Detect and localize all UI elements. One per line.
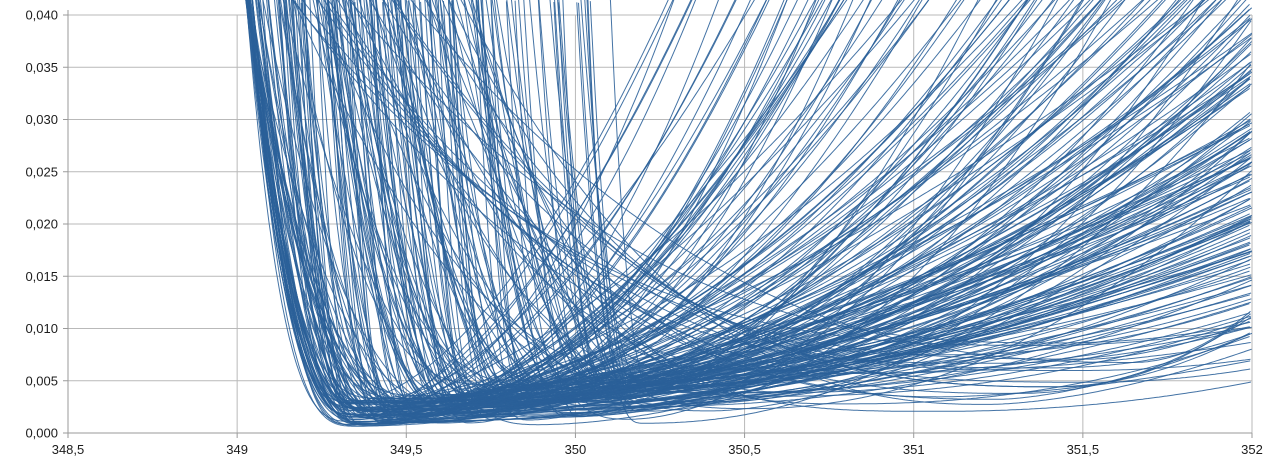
y-tick-label: 0,030 xyxy=(25,112,58,127)
data-curve xyxy=(426,0,1252,410)
data-curve xyxy=(510,0,1252,407)
data-curve xyxy=(373,0,1071,415)
data-curve xyxy=(587,0,1251,388)
data-curve xyxy=(375,0,1102,413)
data-curve xyxy=(290,0,1028,409)
x-tick-label: 351 xyxy=(903,442,925,457)
x-tick-label: 350,5 xyxy=(728,442,761,457)
data-curve xyxy=(369,0,1250,406)
data-curve xyxy=(399,0,1252,389)
data-curve xyxy=(303,0,1251,404)
x-axis-labels: 348,5 349 349,5 350 350,5 351 351,5 352 xyxy=(52,442,1263,457)
x-tick-label: 349,5 xyxy=(390,442,423,457)
data-curve xyxy=(327,0,1252,396)
data-curve xyxy=(330,0,1251,404)
data-curve xyxy=(274,0,697,399)
data-curve xyxy=(259,0,1252,418)
data-curve xyxy=(448,0,1250,356)
data-curve xyxy=(348,0,848,411)
data-curve xyxy=(266,0,1250,424)
data-curve xyxy=(348,0,1251,344)
axis-tick-marks xyxy=(63,14,1253,438)
data-curve xyxy=(245,0,1251,404)
y-tick-label: 0,020 xyxy=(25,217,58,232)
data-curve xyxy=(251,0,1252,427)
x-tick-label: 350 xyxy=(565,442,587,457)
data-curve xyxy=(338,0,1252,406)
data-curve xyxy=(505,0,1247,417)
data-curve xyxy=(245,0,1251,397)
data-curve xyxy=(365,0,1251,406)
data-curve xyxy=(514,0,1250,385)
data-curve xyxy=(496,0,1252,383)
x-tick-label: 352 xyxy=(1241,442,1263,457)
data-curve xyxy=(245,0,998,422)
y-axis-labels: 0,000 0,005 0,010 0,015 0,020 0,025 0,030 0,035… xyxy=(25,8,58,441)
data-curve xyxy=(358,0,1252,403)
data-curve xyxy=(248,0,1192,410)
data-curve xyxy=(439,0,1252,397)
data-curve xyxy=(247,0,1252,420)
data-curve xyxy=(370,0,820,401)
data-curve xyxy=(336,0,1251,364)
data-curve xyxy=(429,0,841,417)
data-curve xyxy=(278,0,1252,402)
y-tick-label: 0,005 xyxy=(25,373,58,388)
y-tick-label: 0,015 xyxy=(25,269,58,284)
data-curve xyxy=(303,0,845,417)
data-curve xyxy=(387,0,1252,412)
data-curve xyxy=(425,0,1252,369)
data-curve xyxy=(463,0,1251,394)
data-curve xyxy=(249,0,981,427)
data-curve xyxy=(463,0,1252,393)
data-curve xyxy=(448,1,1252,415)
data-curve xyxy=(472,0,1085,420)
x-tick-label: 349 xyxy=(226,442,248,457)
data-curve xyxy=(549,0,1250,388)
x-tick-label: 348,5 xyxy=(52,442,85,457)
data-curve xyxy=(327,0,883,406)
y-tick-label: 0,025 xyxy=(25,164,58,179)
y-tick-label: 0,000 xyxy=(25,426,58,441)
data-curve xyxy=(393,0,1251,388)
data-curve xyxy=(447,0,1251,391)
data-curve xyxy=(345,0,1091,420)
data-curve xyxy=(397,0,965,394)
data-curve xyxy=(490,0,1252,410)
axes xyxy=(67,10,1252,434)
data-curve xyxy=(375,0,1054,404)
data-curves xyxy=(245,0,1252,427)
data-curve xyxy=(408,0,1251,404)
data-curve xyxy=(578,2,1252,409)
y-tick-label: 0,035 xyxy=(25,60,58,75)
y-tick-label: 0,010 xyxy=(25,321,58,336)
x-tick-label: 351,5 xyxy=(1067,442,1100,457)
data-curve xyxy=(335,0,920,404)
data-curve xyxy=(292,0,903,409)
y-tick-label: 0,040 xyxy=(25,8,58,23)
data-curve xyxy=(410,0,1251,363)
